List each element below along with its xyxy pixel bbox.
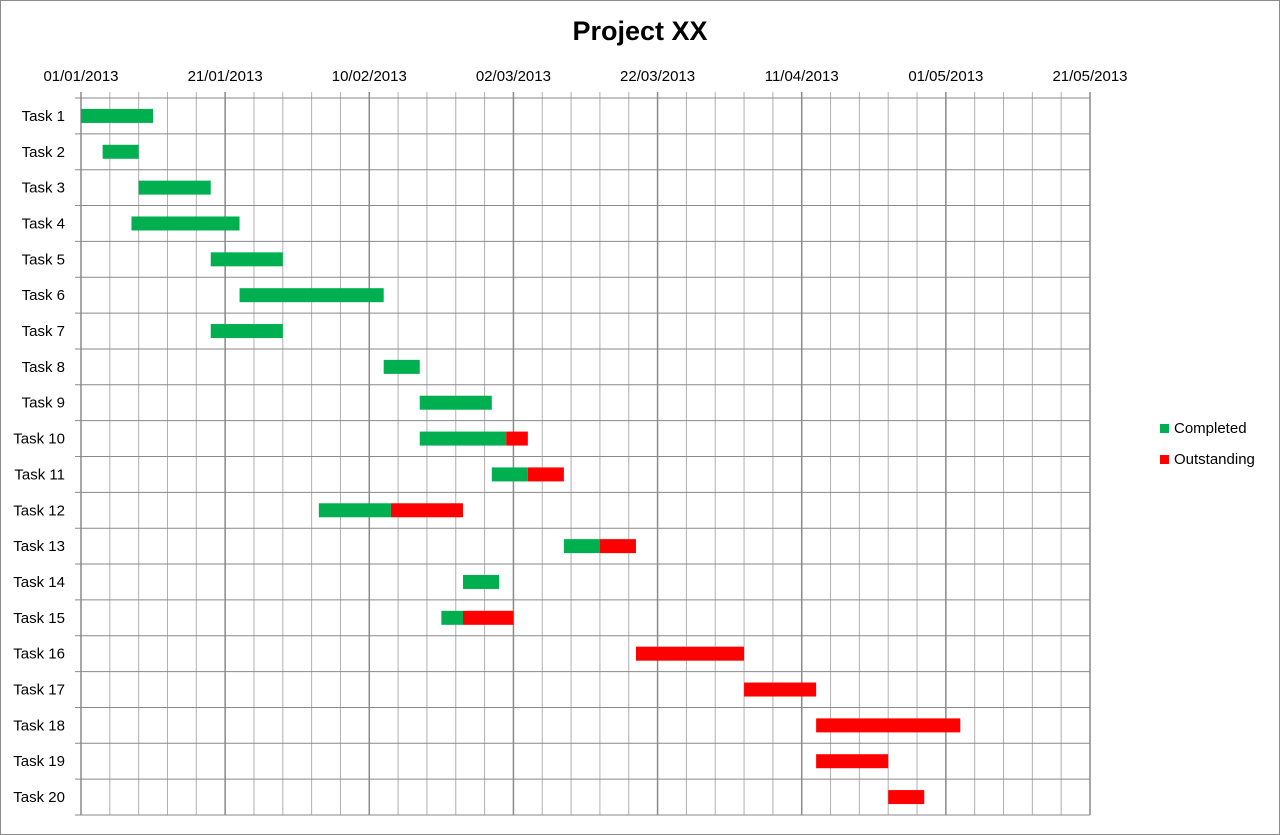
task-label: Task 2: [22, 144, 65, 161]
bar-outstanding: [390, 503, 463, 518]
bar-completed: [318, 503, 391, 518]
bar-completed: [138, 180, 211, 195]
task-label: Task 6: [22, 287, 65, 304]
task-label: Task 5: [22, 251, 65, 268]
task-label: Task 4: [22, 215, 65, 232]
task-label: Task 11: [14, 466, 65, 483]
bar-outstanding: [744, 682, 817, 697]
task-label: Task 3: [22, 180, 65, 197]
legend-label-completed: Completed: [1174, 420, 1247, 437]
bar-completed: [210, 252, 283, 267]
bar-completed: [441, 610, 463, 625]
bar-completed: [383, 359, 420, 374]
bar-outstanding: [816, 718, 961, 733]
task-label: Task 20: [13, 789, 65, 806]
legend-outstanding: Outstanding: [1160, 451, 1255, 468]
bar-outstanding: [635, 646, 745, 661]
legend-label-outstanding: Outstanding: [1174, 451, 1255, 468]
task-label: Task 14: [13, 574, 65, 591]
task-label: Task 9: [22, 395, 65, 412]
task-label: Task 18: [13, 717, 65, 734]
x-tick-label: 01/05/2013: [908, 68, 983, 85]
task-label: Task 19: [13, 753, 65, 770]
task-label: Task 10: [13, 431, 65, 448]
legend-swatch-completed: [1160, 424, 1169, 433]
legend-swatch-outstanding: [1160, 455, 1169, 464]
task-label: Task 16: [13, 646, 65, 663]
bar-completed: [102, 144, 139, 159]
task-label: Task 7: [22, 323, 65, 340]
x-tick-label: 10/02/2013: [332, 68, 407, 85]
task-label: Task 12: [13, 502, 65, 519]
bar-completed: [210, 324, 283, 339]
chart-title: Project XX: [572, 16, 708, 46]
bar-completed: [491, 467, 528, 482]
bar-outstanding: [462, 610, 514, 625]
bar-completed: [81, 108, 154, 123]
bar-outstanding: [816, 754, 889, 769]
task-label: Task 15: [13, 610, 65, 627]
task-label: Task 1: [22, 108, 65, 125]
x-tick-label: 22/03/2013: [620, 68, 695, 85]
bar-completed: [462, 574, 500, 589]
bar-completed: [239, 288, 384, 303]
bar-outstanding: [527, 467, 564, 482]
legend-completed: Completed: [1160, 420, 1247, 437]
x-tick-label: 21/01/2013: [188, 68, 263, 85]
x-tick-label: 02/03/2013: [476, 68, 551, 85]
bar-completed: [419, 431, 507, 446]
bar-completed: [131, 216, 240, 231]
bar-outstanding: [599, 539, 636, 554]
x-tick-label: 11/04/2013: [765, 68, 839, 85]
task-label: Task 13: [13, 538, 65, 555]
task-label: Task 17: [13, 682, 65, 699]
task-label: Task 8: [22, 359, 65, 376]
bar-outstanding: [888, 790, 925, 805]
bar-completed: [419, 395, 492, 410]
x-tick-label: 01/01/2013: [43, 68, 118, 85]
bar-outstanding: [506, 431, 528, 446]
x-tick-label: 21/05/2013: [1052, 68, 1127, 85]
bar-completed: [563, 539, 600, 554]
